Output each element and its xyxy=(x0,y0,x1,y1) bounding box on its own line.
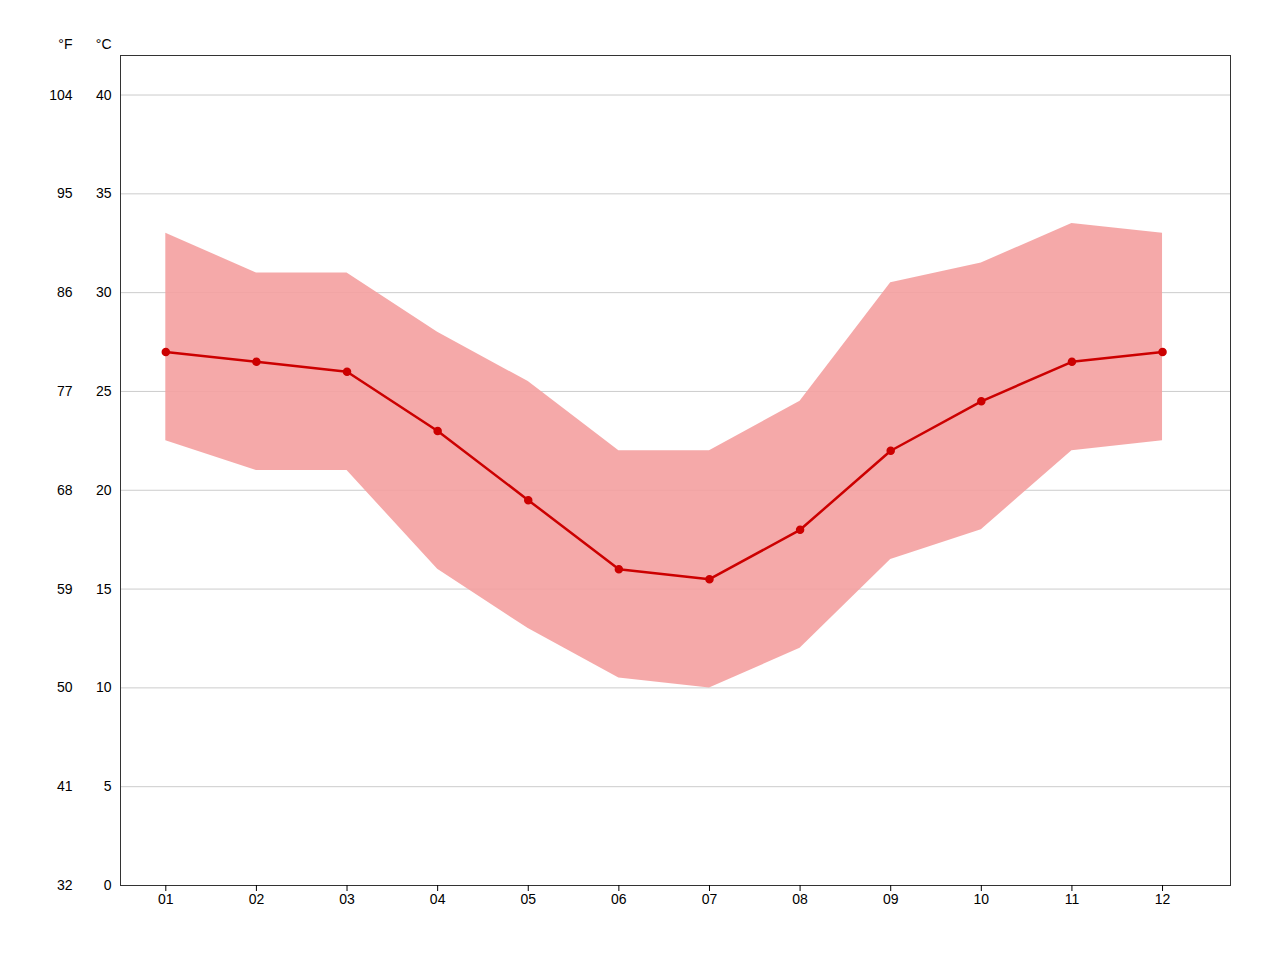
svg-text:°F: °F xyxy=(58,36,72,52)
svg-text:05: 05 xyxy=(520,891,536,907)
svg-text:40: 40 xyxy=(96,87,112,103)
svg-text:0: 0 xyxy=(104,877,112,893)
svg-text:5: 5 xyxy=(104,778,112,794)
svg-text:06: 06 xyxy=(611,891,627,907)
svg-text:10: 10 xyxy=(974,891,990,907)
svg-text:03: 03 xyxy=(339,891,355,907)
svg-text:02: 02 xyxy=(249,891,265,907)
svg-text:41: 41 xyxy=(57,778,73,794)
svg-text:°C: °C xyxy=(96,36,112,52)
svg-text:32: 32 xyxy=(57,877,73,893)
svg-text:50: 50 xyxy=(57,679,73,695)
svg-text:35: 35 xyxy=(96,185,112,201)
svg-text:12: 12 xyxy=(1155,891,1171,907)
svg-text:104: 104 xyxy=(49,87,73,103)
svg-text:30: 30 xyxy=(96,284,112,300)
svg-text:20: 20 xyxy=(96,482,112,498)
svg-text:95: 95 xyxy=(57,185,73,201)
svg-text:77: 77 xyxy=(57,383,73,399)
svg-text:11: 11 xyxy=(1065,891,1080,907)
svg-text:08: 08 xyxy=(792,891,808,907)
svg-text:10: 10 xyxy=(96,679,112,695)
svg-text:15: 15 xyxy=(96,581,112,597)
svg-text:04: 04 xyxy=(430,891,446,907)
svg-text:59: 59 xyxy=(57,581,73,597)
svg-text:01: 01 xyxy=(158,891,174,907)
svg-text:07: 07 xyxy=(702,891,718,907)
svg-text:09: 09 xyxy=(883,891,899,907)
svg-text:86: 86 xyxy=(57,284,73,300)
svg-text:25: 25 xyxy=(96,383,112,399)
svg-text:68: 68 xyxy=(57,482,73,498)
